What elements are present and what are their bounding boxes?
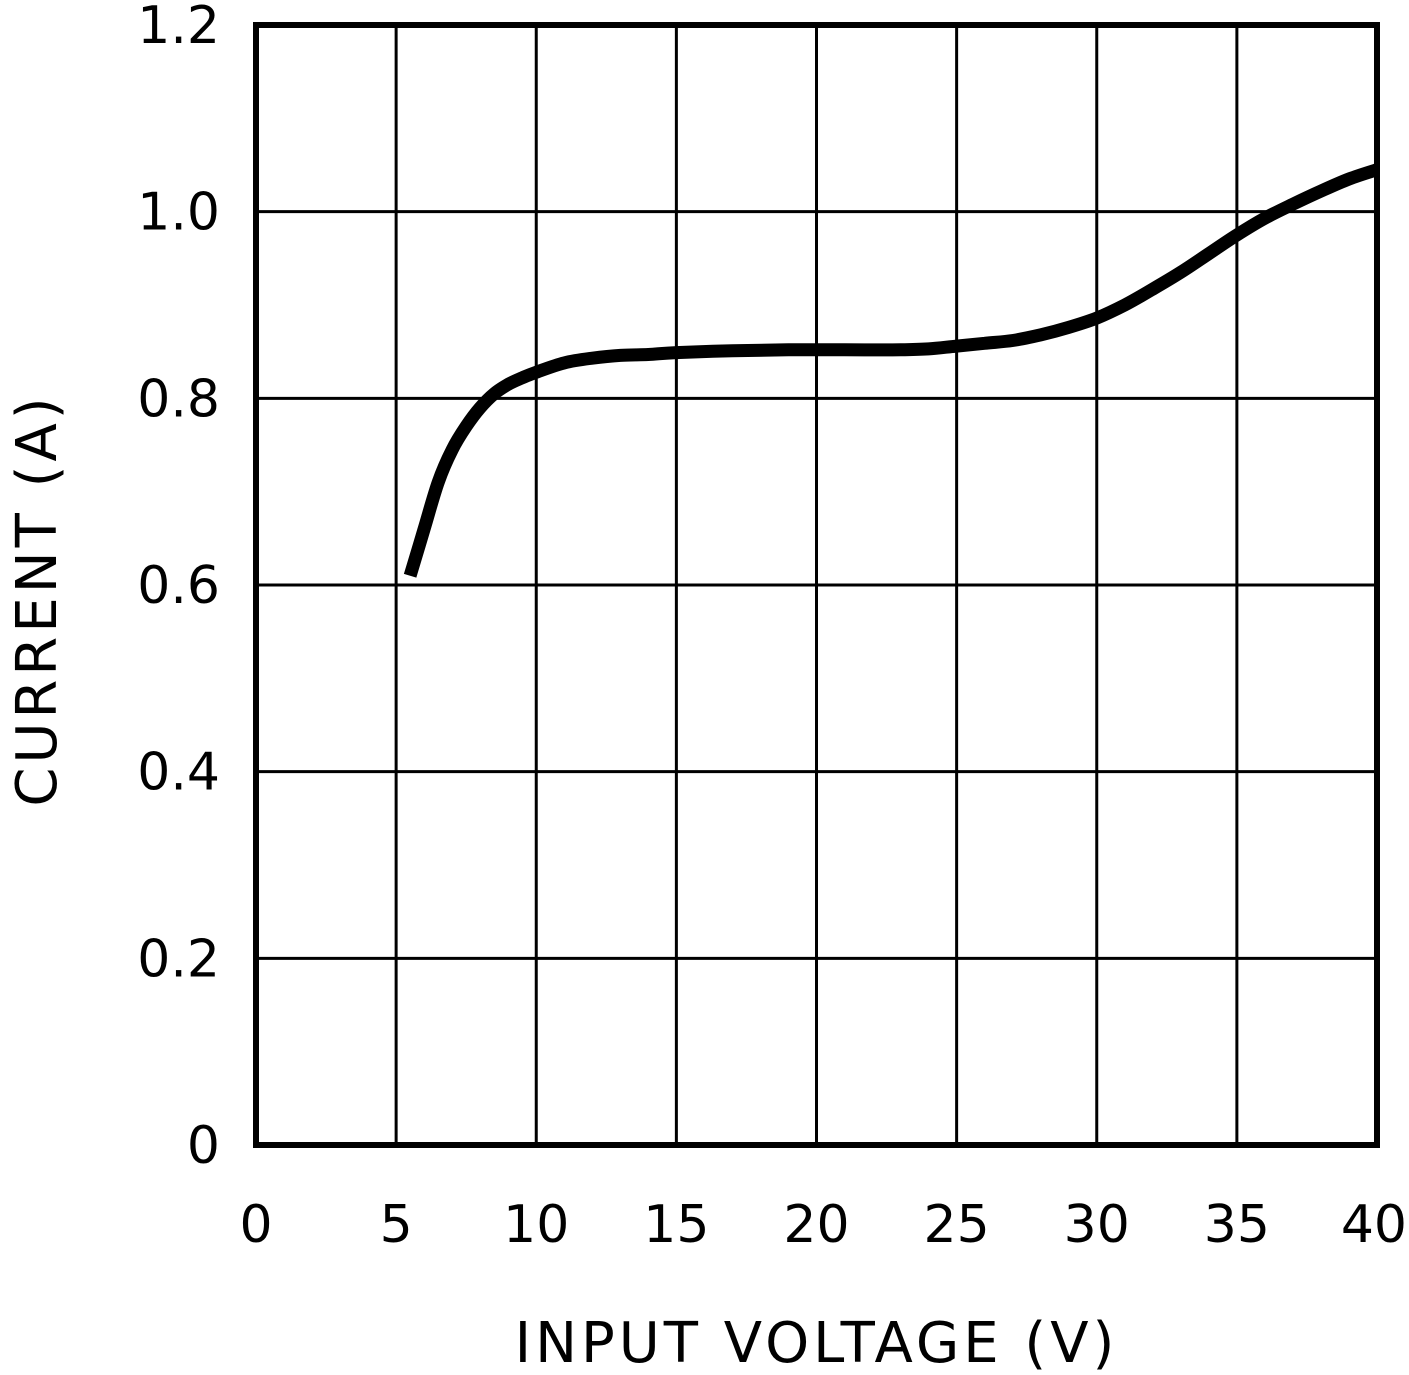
x-tick-label: 0: [239, 1195, 272, 1255]
y-tick-label: 0.6: [137, 556, 220, 616]
x-tick-labels: 0 5 10 15 20 25 30 35 40: [239, 1195, 1407, 1255]
y-tick-label: 0.4: [137, 743, 220, 803]
x-tick-label: 5: [380, 1195, 413, 1255]
x-axis-title: INPUT VOLTAGE (V): [515, 1311, 1119, 1375]
x-tick-label: 10: [503, 1195, 569, 1255]
plot-frame: [253, 22, 1380, 1148]
grid: [256, 25, 1377, 1145]
y-tick-labels: 0 0.2 0.4 0.6 0.8 1.0 1.2: [137, 0, 220, 1176]
x-tick-label: 35: [1204, 1195, 1270, 1255]
x-tick-label: 25: [924, 1195, 990, 1255]
x-tick-label: 40: [1341, 1195, 1407, 1255]
x-tick-label: 15: [643, 1195, 709, 1255]
series-line: [403, 163, 1379, 578]
y-tick-label: 0.2: [137, 929, 220, 989]
series-layer: [403, 163, 1379, 578]
y-tick-label: 0: [187, 1116, 220, 1176]
y-tick-label: 0.8: [137, 369, 220, 429]
x-tick-label: 30: [1064, 1195, 1130, 1255]
y-tick-label: 1.2: [137, 0, 220, 56]
y-tick-label: 1.0: [137, 183, 220, 243]
y-axis-title: CURRENT (A): [5, 393, 70, 806]
x-tick-label: 20: [783, 1195, 849, 1255]
